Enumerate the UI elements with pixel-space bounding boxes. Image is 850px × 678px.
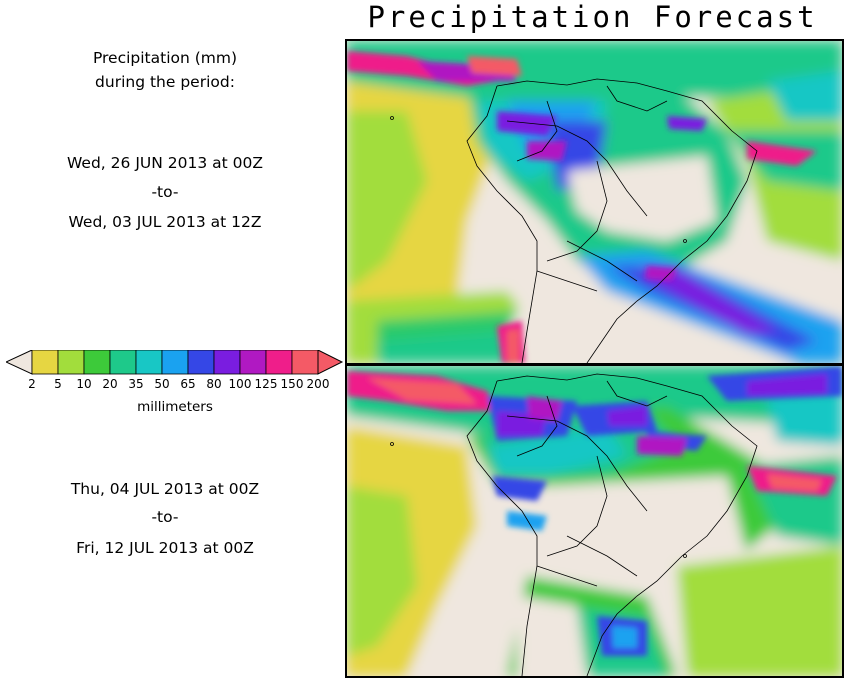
colorbar-tick-label: 150 [280,377,304,391]
legend-heading: Precipitation (mm) during the period: [0,46,330,94]
forecast-map-period-2 [345,364,844,678]
colorbar-swatch [161,350,189,375]
map2-canvas [347,366,842,676]
page-title: Precipitation Forecast [367,0,818,34]
colorbar-tick-label: 35 [128,377,144,391]
colorbar-swatch [135,350,163,375]
period1-start: Wed, 26 JUN 2013 at 00Z [67,154,263,172]
colorbar-tick-label: 50 [154,377,170,391]
colorbar-swatch [83,350,111,375]
heading-line-2: during the period: [95,73,235,91]
forecast-map-period-1 [345,39,844,365]
period1-to: -to- [151,183,179,201]
colorbar-swatch [187,350,215,375]
colorbar-tick-label: 10 [76,377,92,391]
period2-start: Thu, 04 JUL 2013 at 00Z [70,480,260,498]
colorbar-swatch [239,350,267,375]
colorbar-tick-label: 65 [180,377,196,391]
colorbar-under-arrow [6,350,33,375]
colorbar-tick-label: 80 [206,377,222,391]
colorbar-swatch [291,350,319,375]
period1-end: Wed, 03 JUL 2013 at 12Z [68,213,262,231]
colorbar-swatch [265,350,293,375]
colorbar-swatch [213,350,241,375]
colorbar-swatch [109,350,137,375]
colorbar-swatch [57,350,85,375]
colorbar-units: millimeters [137,399,213,415]
colorbar [6,350,344,375]
map1-canvas [347,41,842,363]
colorbar-tick-label: 20 [102,377,118,391]
colorbar-labels: 2 5 10 20 35 50 65 80 100 125 150 200 [0,377,345,393]
colorbar-tick-label: 200 [306,377,330,391]
period2-to: -to- [151,508,179,526]
colorbar-tick-label: 5 [54,377,62,391]
period2-end: Fri, 12 JUL 2013 at 00Z [76,539,254,557]
colorbar-tick-label: 125 [254,377,278,391]
heading-line-1: Precipitation (mm) [92,49,238,67]
colorbar-tick-label: 2 [28,377,36,391]
colorbar-swatch [31,350,59,375]
colorbar-tick-label: 100 [228,377,252,391]
colorbar-over-arrow [317,350,344,375]
